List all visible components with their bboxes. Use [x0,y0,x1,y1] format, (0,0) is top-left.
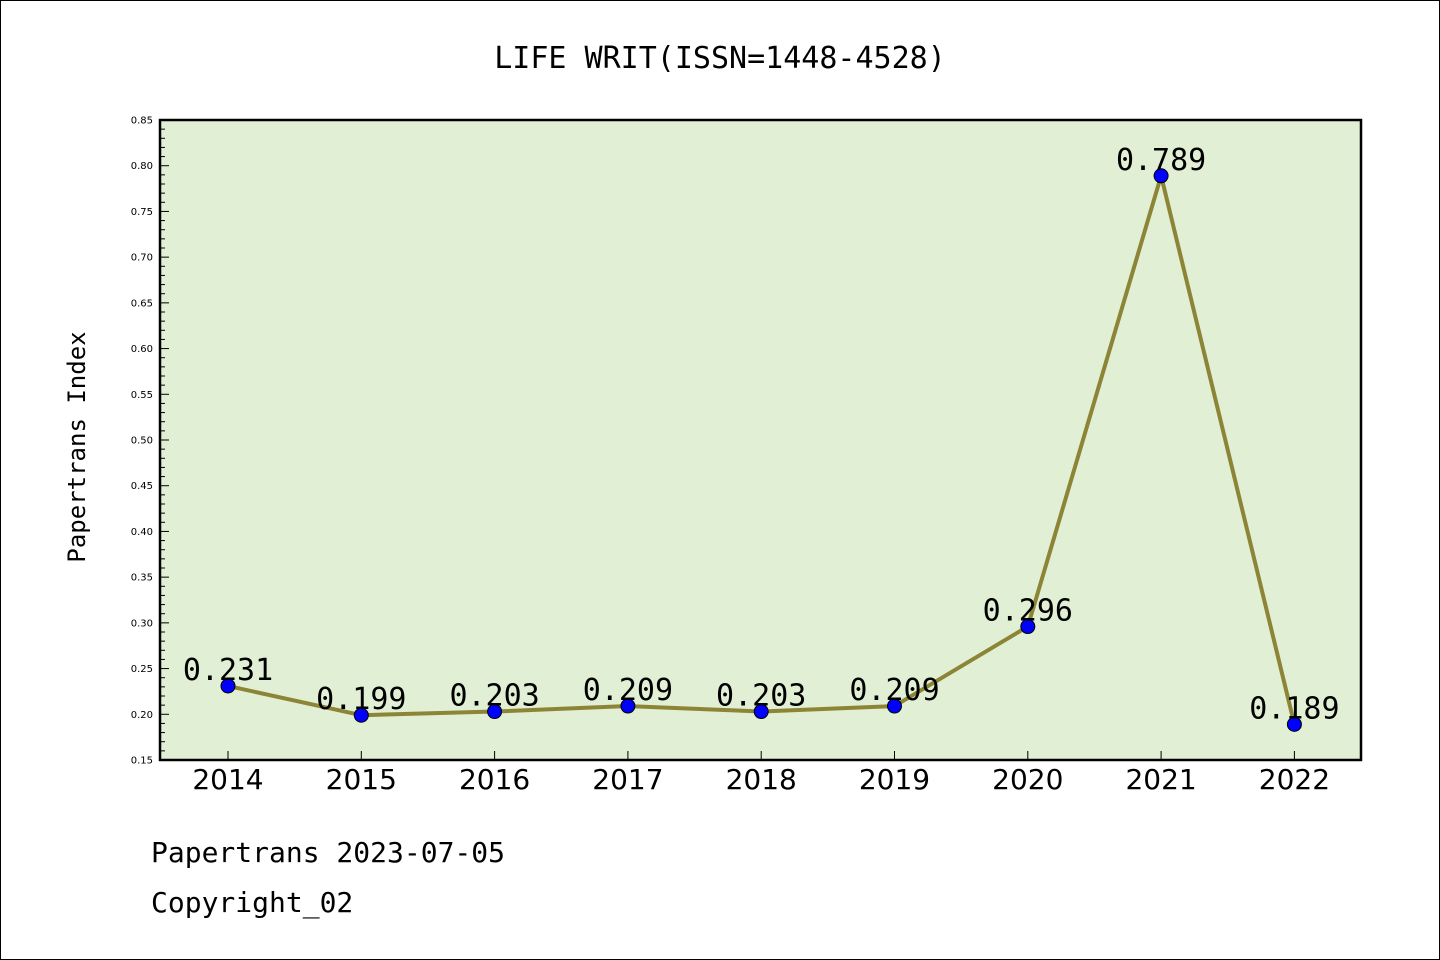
chart-title: LIFE WRIT(ISSN=1448-4528) [494,41,946,76]
plot-area [158,118,1363,762]
y-tick-label: 0.30 [131,618,153,629]
data-point [1286,716,1302,732]
data-label: 0.231 [183,653,273,688]
data-label: 0.203 [716,679,806,714]
y-tick-label: 0.85 [131,116,153,127]
data-point [753,704,769,720]
x-axis: 2014 2015 2016 2017 2018 2019 2020 2021 2022 [192,751,1330,796]
y-tick-label: 0.35 [131,573,153,584]
x-tick-label: 2021 [1125,763,1196,796]
data-point [887,698,902,714]
data-point [620,698,636,714]
data-point [1020,619,1036,635]
x-tick-label: 2014 [192,763,263,796]
y-tick-label: 0.15 [131,756,153,767]
data-label: 0.203 [449,679,539,714]
y-tick-label: 0.55 [131,390,153,401]
y-tick-label: 0.40 [131,527,153,538]
y-axis: 0.15 0.20 0.25 0.30 0.35 0.40 0.45 0.50 0.55 0.60… [131,116,169,767]
data-point [353,707,369,723]
data-point [220,678,236,694]
y-tick-label: 0.75 [131,207,153,218]
y-tick-label: 0.80 [131,161,153,172]
footer-date: Papertrans 2023-07-05 [151,836,506,869]
y-tick-label: 0.25 [131,664,153,675]
data-label: 0.296 [983,594,1073,629]
x-tick-label: 2022 [1259,763,1330,796]
y-tick-label: 0.70 [131,253,153,264]
x-tick-label: 2019 [859,763,930,796]
y-axis-label: Papertrans Index [63,331,91,562]
y-tick-label: 0.50 [131,436,153,447]
data-label: 0.209 [849,673,939,708]
data-point [1153,168,1169,184]
series: 0.231 0.199 0.203 0.209 0.203 0.209 0.296 0.789… [183,143,1340,732]
x-tick-label: 2017 [592,763,663,796]
data-label: 0.789 [1116,143,1206,178]
x-tick-label: 2020 [992,763,1063,796]
y-tick-label: 0.60 [131,344,153,355]
y-tick-label: 0.65 [131,298,153,309]
footer-copyright: Copyright_02 [151,886,354,919]
y-tick-label: 0.20 [131,710,153,721]
data-point [487,704,503,720]
x-tick-label: 2016 [459,763,530,796]
data-label: 0.209 [583,673,673,708]
x-tick-label: 2015 [326,763,397,796]
y-tick-label: 0.45 [131,481,153,492]
data-label: 0.189 [1249,691,1339,726]
x-tick-label: 2018 [726,763,797,796]
data-label: 0.199 [316,682,406,717]
